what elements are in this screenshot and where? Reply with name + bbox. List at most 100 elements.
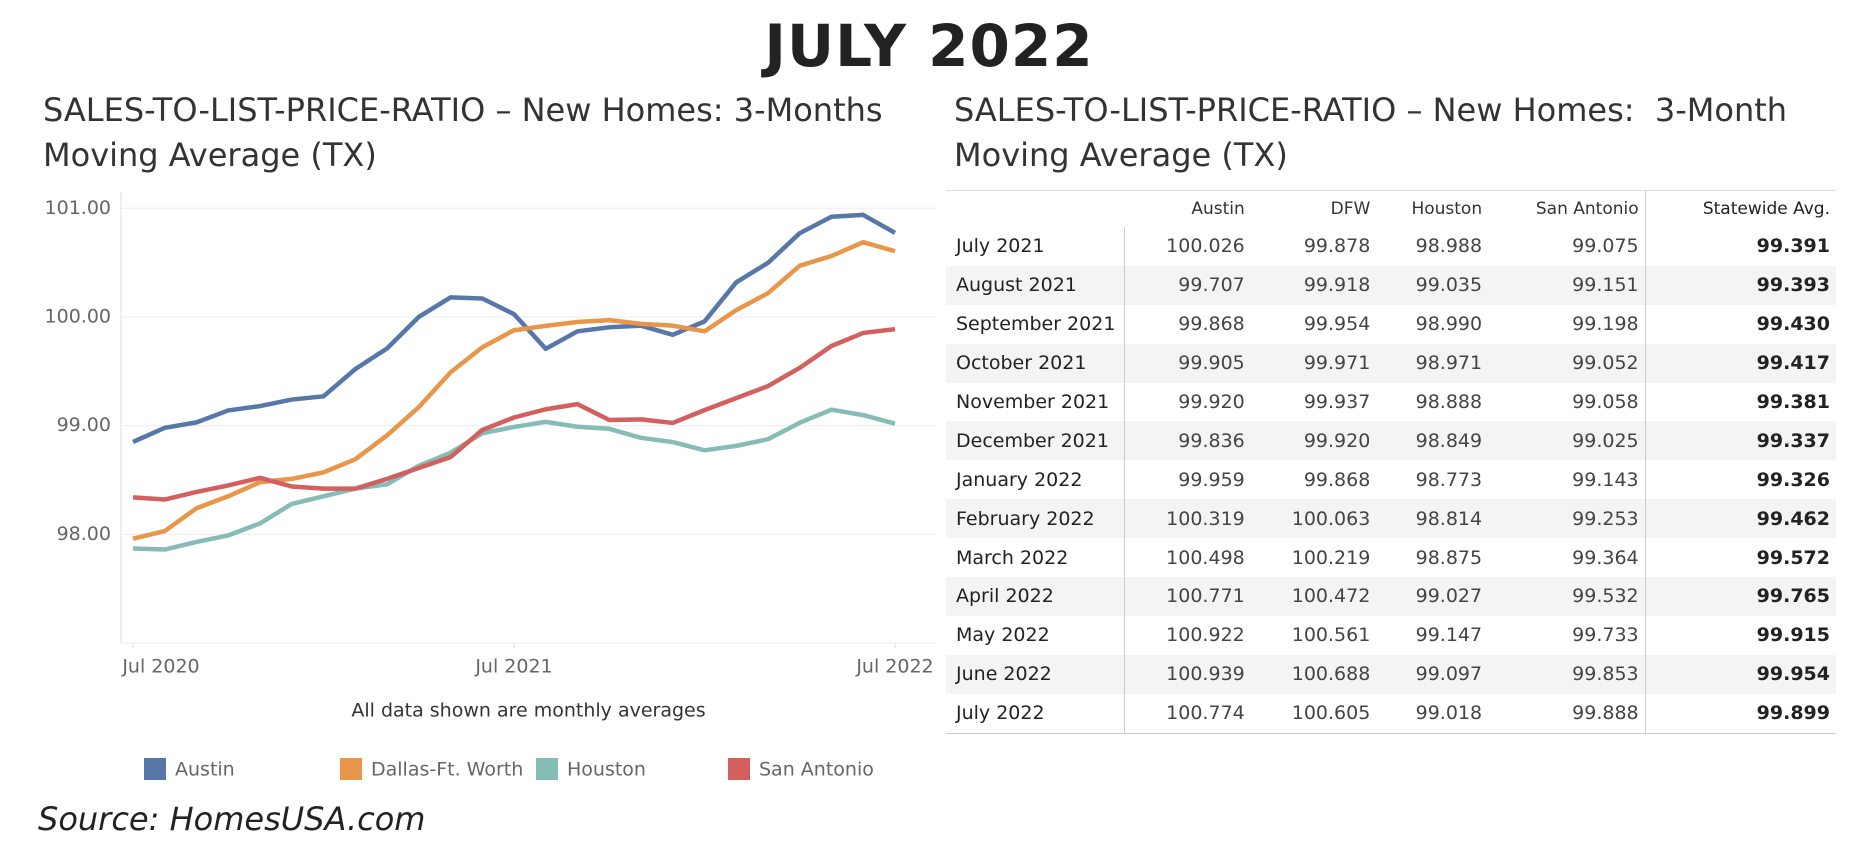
table-row: January 2022 99.959 99.868 98.773 99.143 99.3… bbox=[946, 460, 1836, 500]
table-cell: 99.937 bbox=[1303, 391, 1371, 413]
y-tick-label: 100.00 bbox=[45, 305, 111, 327]
page-title: JULY 2022 bbox=[764, 12, 1094, 80]
table-cell: 99.337 bbox=[1644, 421, 1836, 461]
table-row: May 2022 100.922 100.561 99.147 99.733 99.915 bbox=[946, 615, 1836, 655]
table-cell: 99.959 bbox=[1178, 468, 1245, 491]
data-table: Austin DFW Houston San Antonio Statewide Avg… bbox=[946, 190, 1836, 734]
table-row: February 2022 100.319 100.063 98.814 99.253 9… bbox=[946, 499, 1836, 539]
row-label: January 2022 bbox=[946, 460, 1125, 500]
line-series bbox=[132, 212, 897, 445]
row-label: November 2021 bbox=[946, 382, 1125, 422]
table-cell: 99.052 bbox=[1488, 343, 1646, 383]
table-cell: 99.198 bbox=[1572, 313, 1639, 336]
table-row: March 2022 100.498 100.219 98.875 99.364 99.5… bbox=[946, 538, 1836, 578]
table-cell: 99.018 bbox=[1376, 693, 1489, 734]
table-cell: 99.971 bbox=[1250, 343, 1377, 383]
table-cell: 99.954 bbox=[1303, 313, 1371, 336]
table-cell: 99.836 bbox=[1124, 421, 1251, 461]
table-cell: 100.219 bbox=[1291, 546, 1371, 569]
table-cell: 99.393 bbox=[1644, 265, 1836, 305]
y-tick-label: 99.00 bbox=[57, 414, 111, 436]
header-row: Austin DFW Houston San Antonio Statewide Avg… bbox=[946, 190, 1836, 227]
row-label: February 2022 bbox=[946, 499, 1125, 539]
table-cell: 99.920 bbox=[1250, 421, 1377, 461]
table-row: December 2021 99.836 99.920 98.849 99.025 99.… bbox=[946, 421, 1836, 461]
table-cell: 99.868 bbox=[1303, 468, 1371, 491]
row-label: September 2021 bbox=[946, 304, 1125, 344]
table-cell: 100.939 bbox=[1124, 654, 1251, 694]
legend-label: San Antonio bbox=[759, 759, 874, 781]
table-cell: 99.572 bbox=[1644, 538, 1836, 578]
legend-swatch bbox=[144, 758, 166, 780]
table-row: September 2021 99.868 99.954 98.990 99.198 99… bbox=[946, 304, 1836, 344]
table-cell: 99.025 bbox=[1488, 421, 1646, 461]
column-header: DFW bbox=[1250, 190, 1377, 227]
table-cell: 99.905 bbox=[1124, 343, 1251, 383]
table-cell: 99.326 bbox=[1644, 460, 1836, 500]
table-cell: 99.954 bbox=[1644, 654, 1836, 694]
table-cell: 99.899 bbox=[1644, 693, 1836, 734]
column-header: San Antonio bbox=[1488, 190, 1646, 227]
row-label: March 2022 bbox=[946, 538, 1125, 578]
table-cell: 100.026 bbox=[1166, 235, 1245, 258]
header-cell bbox=[946, 190, 1125, 227]
table-cell: 98.888 bbox=[1415, 391, 1483, 413]
source: Source: HomesUSA.com bbox=[38, 800, 426, 838]
table-cell: 98.773 bbox=[1415, 468, 1483, 491]
table-cell: 99.364 bbox=[1572, 546, 1639, 569]
table-cell: 98.814 bbox=[1376, 499, 1489, 539]
table-cell: 99.733 bbox=[1572, 624, 1639, 647]
table-cell: 99.915 bbox=[1644, 615, 1836, 655]
table-cell: 99.868 bbox=[1178, 313, 1245, 336]
row-label: October 2021 bbox=[946, 343, 1125, 383]
table-cell: 99.878 bbox=[1303, 235, 1371, 258]
legend-swatch bbox=[536, 758, 558, 780]
legend-label: Austin bbox=[175, 759, 235, 781]
x-tick-label: Jul 2020 bbox=[121, 656, 199, 678]
legend-swatch bbox=[340, 758, 362, 780]
table-cell: 99.920 bbox=[1178, 391, 1245, 413]
table-cell: 98.971 bbox=[1376, 343, 1489, 383]
table-row: October 2021 99.905 99.971 98.971 99.052 99.4… bbox=[946, 343, 1836, 383]
table-cell: 99.035 bbox=[1376, 265, 1489, 305]
table-cell: 99.918 bbox=[1250, 265, 1377, 305]
legend-label: Houston bbox=[567, 759, 646, 781]
table-cell: 99.532 bbox=[1488, 577, 1646, 616]
table-cell: 99.765 bbox=[1644, 577, 1836, 616]
table-cell: 100.774 bbox=[1124, 693, 1251, 734]
line-series bbox=[132, 407, 896, 552]
table-cell: 99.462 bbox=[1644, 499, 1836, 539]
table-cell: 98.988 bbox=[1415, 235, 1483, 258]
table-cell: 99.853 bbox=[1488, 654, 1646, 694]
line-series bbox=[132, 239, 896, 541]
table-cell: 100.771 bbox=[1124, 577, 1251, 616]
legend-swatch bbox=[728, 758, 750, 780]
table-cell: 99.888 bbox=[1488, 693, 1646, 734]
column-header: Houston bbox=[1376, 190, 1489, 227]
table-cell: 99.707 bbox=[1124, 265, 1251, 305]
table-cell: 99.075 bbox=[1572, 235, 1639, 258]
table-cell: 99.027 bbox=[1376, 577, 1489, 616]
table-cell: 100.498 bbox=[1166, 546, 1245, 569]
table-cell: 100.319 bbox=[1124, 499, 1251, 539]
table-cell: 99.391 bbox=[1644, 227, 1836, 266]
table-row: April 2022 100.771 100.472 99.027 99.532 99.7… bbox=[946, 577, 1836, 616]
y-tick-label: 101.00 bbox=[45, 197, 111, 219]
table-cell: 99.381 bbox=[1644, 382, 1836, 422]
table-row: November 2021 99.920 99.937 98.888 99.058 99.… bbox=[946, 382, 1836, 422]
table-row: July 2021 100.026 99.878 98.988 99.075 99.391 bbox=[946, 227, 1836, 266]
table-cell: 98.849 bbox=[1376, 421, 1489, 461]
row-label: April 2022 bbox=[946, 577, 1125, 616]
table-cell: 98.875 bbox=[1415, 546, 1483, 569]
table-cell: 100.063 bbox=[1250, 499, 1377, 539]
legend-label: Dallas-Ft. Worth bbox=[371, 759, 523, 781]
row-label: July 2021 bbox=[946, 227, 1125, 266]
row-label: May 2022 bbox=[946, 615, 1125, 655]
line-series bbox=[132, 326, 896, 502]
table-cell: 99.143 bbox=[1572, 468, 1639, 491]
y-tick-label: 98.00 bbox=[57, 523, 111, 545]
row-label: December 2021 bbox=[946, 421, 1125, 461]
table-cell: 100.561 bbox=[1291, 624, 1371, 647]
